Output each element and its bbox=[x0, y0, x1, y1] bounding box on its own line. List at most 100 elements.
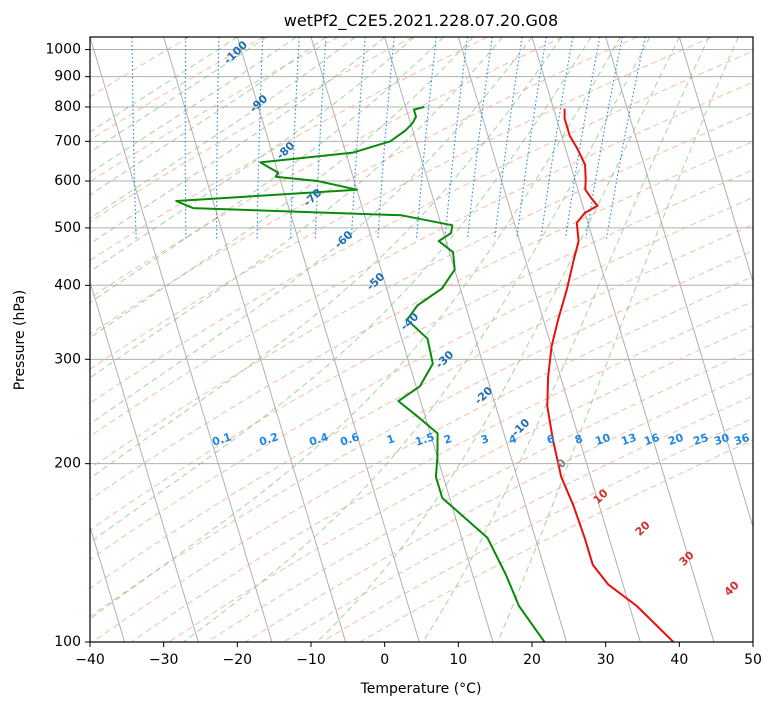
mixing-ratio-label: 6 bbox=[545, 432, 557, 447]
x-tick-label: 30 bbox=[597, 652, 615, 668]
moist-adiabat bbox=[90, 37, 621, 620]
isotherm-line bbox=[90, 37, 273, 642]
x-tick-label: 50 bbox=[744, 652, 762, 668]
dry-adiabat bbox=[283, 395, 753, 642]
isotherm-label: -60 bbox=[332, 228, 356, 251]
mixing-ratio-label: 1.5 bbox=[414, 430, 437, 448]
moist-adiabat bbox=[90, 37, 356, 219]
mixing-ratio-label: 1 bbox=[385, 432, 396, 447]
moist-adiabat bbox=[90, 37, 562, 479]
mixing-ratio-label: 2 bbox=[442, 432, 453, 447]
mixing-ratio-line bbox=[290, 37, 300, 239]
dry-adiabat bbox=[130, 300, 753, 642]
x-axis-label: Temperature (°C) bbox=[360, 681, 482, 697]
mixing-ratio-label: 0.6 bbox=[339, 430, 362, 448]
isotherm-line bbox=[90, 525, 126, 642]
mixing-ratio-line bbox=[314, 37, 327, 239]
y-tick-label: 300 bbox=[54, 351, 81, 367]
moist-adiabat bbox=[90, 37, 474, 339]
dry-adiabat bbox=[90, 250, 753, 618]
x-tick-label: −10 bbox=[296, 652, 326, 668]
x-tick-label: −40 bbox=[75, 652, 105, 668]
temperature-trace bbox=[546, 108, 675, 642]
y-tick-label: 600 bbox=[54, 173, 81, 189]
y-tick-label: 500 bbox=[54, 220, 81, 236]
dry-adiabat bbox=[90, 37, 414, 223]
moist-adiabat bbox=[90, 37, 326, 196]
y-axis-label: Pressure (hPa) bbox=[12, 290, 28, 390]
isotherm-line bbox=[310, 37, 494, 642]
isotherm-line bbox=[752, 37, 753, 39]
mixing-ratio-line bbox=[585, 37, 623, 239]
dry-adiabat bbox=[90, 196, 753, 561]
moist-adiabat bbox=[90, 37, 268, 153]
isotherm-line bbox=[236, 37, 420, 642]
dry-adiabat bbox=[90, 37, 190, 98]
mixing-ratio-line bbox=[494, 37, 523, 239]
mixing-ratio-label: 8 bbox=[573, 432, 584, 447]
dry-adiabat bbox=[90, 50, 753, 404]
isotherm-label: -90 bbox=[247, 92, 271, 115]
plot-frame bbox=[89, 36, 754, 643]
x-tick-label: 20 bbox=[523, 652, 541, 668]
mixing-ratio-label: 13 bbox=[620, 431, 639, 448]
isotherm-label: 40 bbox=[722, 578, 742, 598]
moist-adiabat bbox=[90, 37, 444, 304]
mixing-ratio-line bbox=[216, 37, 220, 239]
dry-adiabat bbox=[168, 325, 753, 642]
mixing-ratio-label: 0.1 bbox=[211, 430, 234, 448]
mixing-ratio-label: 16 bbox=[643, 431, 662, 448]
y-tick-label: 100 bbox=[54, 634, 81, 650]
y-tick-label: 900 bbox=[54, 69, 81, 85]
isotherm-label: 30 bbox=[677, 548, 697, 568]
isotherm-label: -20 bbox=[472, 384, 496, 407]
dry-adiabat bbox=[92, 275, 753, 642]
x-tick-label: 0 bbox=[380, 652, 389, 668]
moist-adiabat bbox=[316, 37, 680, 642]
x-tick-label: 10 bbox=[449, 652, 467, 668]
y-tick-label: 700 bbox=[54, 133, 81, 149]
mixing-ratio-label: 0.4 bbox=[308, 430, 331, 448]
y-tick-label: 1000 bbox=[45, 42, 81, 58]
mixing-ratio-line bbox=[516, 37, 547, 239]
dry-adiabat bbox=[90, 81, 753, 437]
dry-adiabat bbox=[245, 372, 753, 642]
mixing-ratio-line bbox=[444, 37, 469, 239]
moist-adiabat bbox=[497, 37, 739, 642]
mixing-ratio-label: 4 bbox=[507, 432, 519, 447]
isotherm-line bbox=[678, 37, 753, 284]
isotherm-label: 10 bbox=[591, 486, 611, 506]
mixing-ratio-label: 0.2 bbox=[258, 430, 281, 448]
mixing-ratio-line bbox=[540, 37, 574, 239]
moist-adiabat bbox=[90, 37, 238, 133]
moist-adiabat bbox=[183, 37, 651, 642]
mixing-ratio-label: 3 bbox=[479, 432, 490, 447]
y-tick-label: 800 bbox=[54, 99, 81, 115]
dry-adiabat bbox=[90, 169, 753, 531]
x-tick-label: 40 bbox=[670, 652, 688, 668]
moist-adiabat bbox=[90, 37, 503, 379]
moist-adiabat bbox=[422, 37, 710, 642]
dry-adiabat bbox=[90, 37, 712, 370]
mixing-ratio-line bbox=[131, 37, 137, 239]
isotherm-line bbox=[531, 37, 715, 642]
moist-adiabat bbox=[90, 37, 415, 273]
isotherm-label: -50 bbox=[364, 270, 388, 293]
mixing-ratio-line bbox=[564, 37, 601, 239]
moist-adiabat bbox=[90, 37, 297, 174]
isotherm-line bbox=[605, 37, 753, 529]
mixing-ratio-label: 30 bbox=[713, 431, 732, 448]
mixing-ratio-line bbox=[184, 37, 187, 239]
mixing-ratio-label: 25 bbox=[692, 431, 711, 448]
mixing-ratio-line bbox=[350, 37, 366, 239]
y-tick-label: 200 bbox=[54, 456, 81, 472]
isotherm-line bbox=[384, 37, 568, 642]
mixing-ratio-label: 10 bbox=[594, 431, 613, 448]
mixing-ratio-line bbox=[82, 37, 90, 238]
dry-adiabat bbox=[90, 37, 264, 141]
moist-adiabat bbox=[90, 37, 592, 543]
x-tick-label: −30 bbox=[149, 652, 179, 668]
dry-adiabat bbox=[90, 37, 339, 183]
mixing-ratio-line bbox=[377, 37, 395, 239]
